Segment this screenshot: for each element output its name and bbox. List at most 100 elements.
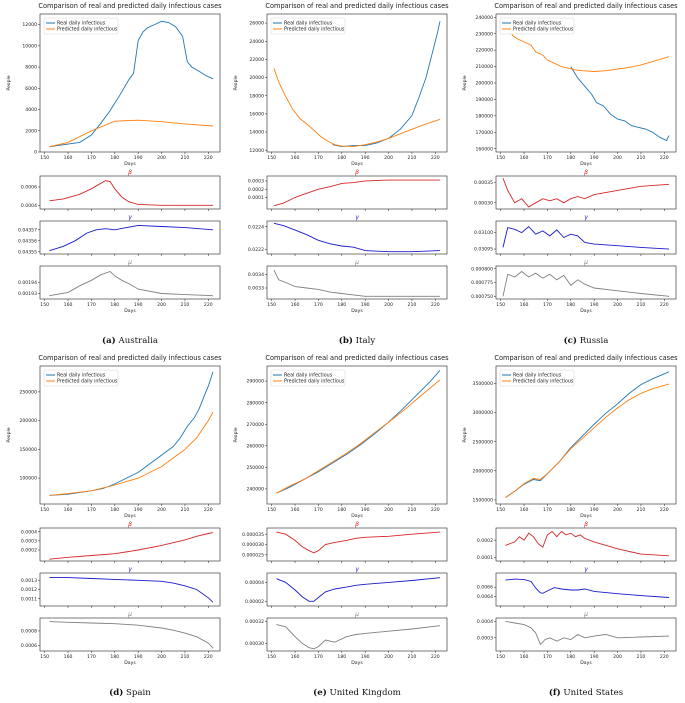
x-tick-label: 220: [204, 507, 213, 513]
parameter-symbol: μ: [127, 611, 132, 618]
y-tick-label: 270000: [246, 422, 264, 428]
parameter-symbol: μ: [583, 259, 588, 266]
y-tick-label: 8000: [25, 65, 37, 71]
caption-letter: (d): [109, 687, 123, 698]
legend-entry: Real daily infectious: [57, 21, 106, 27]
real-series-line: [49, 371, 214, 496]
x-tick-label: 150: [496, 302, 505, 308]
y-tick-label: 0.00004: [245, 580, 264, 586]
x-tick-label: 180: [566, 302, 575, 308]
parameter-symbol: β: [355, 521, 359, 528]
y-tick-label: 0.0011: [21, 596, 37, 602]
subfigure-caption: (c) Russia: [564, 335, 609, 346]
y-tick-label: 0.000800: [471, 266, 493, 272]
parameter-line: [276, 577, 441, 602]
caption-country: Spain: [123, 688, 151, 698]
chart-f-united-states: Comparison of real and predicted daily i…: [462, 354, 678, 698]
x-axis-label: Days: [580, 161, 592, 167]
legend-box: [270, 369, 346, 387]
x-tick-label: 220: [431, 507, 440, 513]
y-tick-label: 2500000: [473, 439, 494, 445]
x-tick-label: 190: [361, 302, 370, 308]
y-tick-label: 24000: [249, 39, 264, 45]
legend-entry: Real daily infectious: [57, 373, 106, 379]
x-tick-label: 210: [181, 155, 190, 161]
parameter-symbol: μ: [354, 259, 359, 266]
y-tick-label: 0.0034: [248, 272, 264, 278]
main-plot-frame: [39, 365, 221, 505]
real-series-line: [49, 20, 214, 148]
x-tick-label: 150: [496, 507, 505, 513]
parameter-line: [49, 532, 214, 560]
parameter-panel-frame: [266, 175, 448, 210]
y-tick-label: 16000: [249, 111, 264, 117]
x-tick-label: 160: [520, 654, 529, 660]
y-tick-label: 4000: [25, 107, 37, 113]
x-tick-label: 200: [384, 155, 393, 161]
x-tick-label: 150: [267, 654, 276, 660]
main-plot-frame: [39, 13, 221, 153]
y-axis-label: People: [462, 75, 468, 90]
parameter-symbol: μ: [354, 611, 359, 618]
x-tick-label: 220: [431, 654, 440, 660]
x-axis-label: Days: [351, 308, 363, 314]
caption-letter: (c): [564, 335, 577, 346]
parameter-line: [505, 530, 670, 557]
y-tick-label: 0.000025: [242, 552, 264, 558]
x-tick-label: 170: [87, 302, 96, 308]
y-tick-label: 0.00030: [245, 641, 264, 647]
y-axis-label: People: [6, 75, 12, 90]
y-tick-label: 250000: [246, 465, 264, 471]
chart-title: Comparison of real and predicted daily i…: [265, 354, 449, 362]
real-series-line: [570, 66, 670, 142]
x-tick-label: 200: [157, 507, 166, 513]
x-tick-label: 160: [520, 302, 529, 308]
y-tick-label: 12000: [22, 22, 37, 28]
y-tick-label: 180000: [475, 113, 493, 119]
legend-entry: Predicted daily infectious: [284, 27, 345, 33]
y-tick-label: 0.000030: [242, 542, 264, 548]
y-tick-label: 210000: [475, 64, 493, 70]
parameter-line: [49, 270, 214, 297]
y-tick-label: 0.0004: [21, 529, 37, 535]
parameter-panel-frame: [266, 265, 448, 300]
caption-country: Russia: [577, 336, 608, 346]
x-tick-label: 180: [337, 302, 346, 308]
parameter-symbol: γ: [355, 214, 359, 221]
real-series-line: [505, 371, 670, 498]
x-axis-label: Days: [124, 308, 136, 314]
y-tick-label: 0.0012: [21, 587, 37, 593]
predicted-series-line: [49, 411, 214, 496]
x-tick-label: 220: [660, 302, 669, 308]
x-tick-label: 220: [204, 654, 213, 660]
chart-title: Comparison of real and predicted daily i…: [38, 2, 222, 10]
x-tick-label: 220: [660, 654, 669, 660]
y-tick-label: 250000: [19, 389, 37, 395]
x-tick-label: 190: [134, 302, 143, 308]
legend-entry: Real daily infectious: [284, 373, 333, 379]
x-axis-label: Days: [124, 513, 136, 519]
x-tick-label: 170: [314, 155, 323, 161]
parameter-symbol: β: [355, 169, 359, 176]
legend-entry: Predicted daily infectious: [513, 27, 574, 33]
x-tick-label: 170: [543, 654, 552, 660]
predicted-series-line: [49, 119, 214, 148]
x-tick-label: 160: [291, 155, 300, 161]
chart-title: Comparison of real and predicted daily i…: [494, 2, 678, 10]
caption-letter: (a): [102, 335, 116, 346]
subfigure-caption: (f) United States: [549, 687, 623, 698]
y-tick-label: 0.0222: [248, 247, 264, 253]
parameter-panel-frame: [39, 617, 221, 652]
y-tick-label: 6000: [25, 86, 37, 92]
legend-box: [499, 17, 575, 35]
y-tick-label: 26000: [249, 21, 264, 27]
y-tick-label: 240000: [475, 15, 493, 21]
legend-entry: Predicted daily infectious: [57, 379, 118, 385]
x-axis-label: Days: [351, 513, 363, 519]
x-tick-label: 150: [40, 507, 49, 513]
parameter-line: [502, 225, 670, 250]
real-series-line: [276, 370, 441, 494]
legend-entry: Real daily infectious: [513, 21, 562, 27]
caption-country: United Kingdom: [327, 688, 401, 698]
